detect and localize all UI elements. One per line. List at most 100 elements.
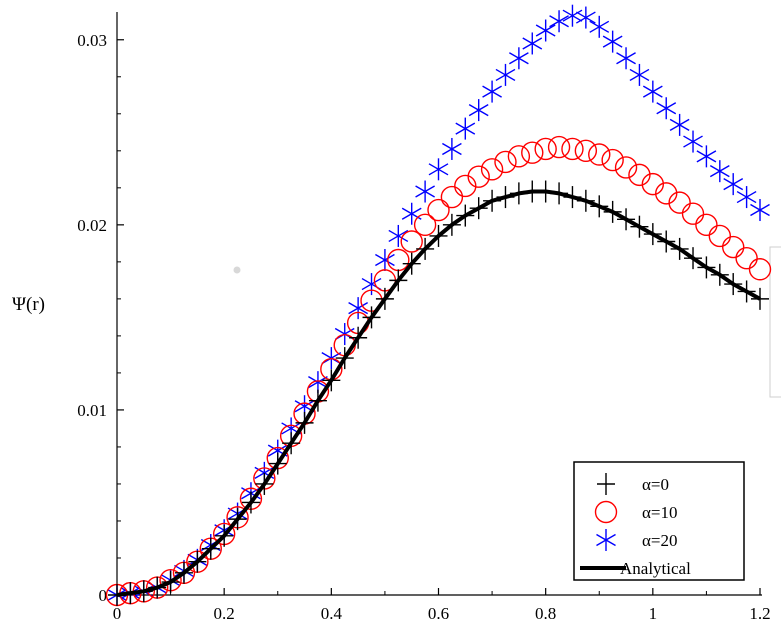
legend-item: α=10 xyxy=(594,500,678,524)
data-point xyxy=(427,198,450,222)
asterisk-arm xyxy=(629,74,640,82)
x-tick-label: 0.4 xyxy=(321,604,343,623)
data-point xyxy=(534,137,557,161)
asterisk-arm xyxy=(384,253,395,261)
asterisk-arm xyxy=(375,259,386,267)
asterisk-arm xyxy=(321,351,332,359)
data-point xyxy=(440,185,464,209)
data-point xyxy=(655,182,678,205)
asterisk-arm xyxy=(334,327,346,335)
data-point xyxy=(724,273,743,296)
asterisk-arm xyxy=(679,118,690,126)
asterisk-arm xyxy=(294,400,305,407)
asterisk-arm xyxy=(361,277,372,285)
background-dot xyxy=(233,266,241,274)
x-tick-label: 0 xyxy=(113,604,122,623)
asterisk-arm xyxy=(535,24,547,32)
asterisk-arm xyxy=(290,422,302,430)
data-point xyxy=(697,256,716,279)
asterisk-arm xyxy=(478,109,489,117)
asterisk-arm xyxy=(535,29,547,37)
asterisk-arm xyxy=(371,277,382,285)
data-point xyxy=(375,287,394,310)
asterisk-arm xyxy=(411,207,422,215)
data-point xyxy=(294,395,315,418)
asterisk-arm xyxy=(304,400,315,407)
asterisk-arm xyxy=(596,539,607,547)
asterisk-arm xyxy=(642,85,654,93)
asterisk-arm xyxy=(388,235,399,243)
asterisk-arm xyxy=(428,168,439,176)
asterisk-arm xyxy=(531,37,543,45)
asterisk-arm xyxy=(736,190,747,198)
x-tick-label: 0.2 xyxy=(214,604,235,623)
data-point xyxy=(496,186,515,209)
asterisk-arm xyxy=(160,574,171,581)
asterisk-arm xyxy=(531,42,543,50)
legend-label: α=10 xyxy=(642,503,678,522)
data-point xyxy=(482,80,502,103)
asterisk-arm xyxy=(107,588,118,596)
data-point xyxy=(483,189,502,212)
data-point xyxy=(684,247,703,270)
data-point xyxy=(735,246,758,270)
asterisk-arm xyxy=(736,196,747,204)
asterisk-arm xyxy=(605,533,616,541)
data-point xyxy=(255,472,274,495)
data-point xyxy=(683,130,703,153)
data-point xyxy=(295,411,314,434)
asterisk-arm xyxy=(241,492,252,500)
asterisk-arm xyxy=(438,168,449,176)
data-point xyxy=(628,163,651,187)
asterisk-arm xyxy=(522,37,533,45)
asterisk-arm xyxy=(598,20,610,28)
asterisk-arm xyxy=(214,524,225,531)
data-point xyxy=(629,63,650,86)
asterisk-arm xyxy=(679,124,690,132)
legend-box xyxy=(573,461,745,581)
data-point xyxy=(656,97,677,120)
data-point xyxy=(681,202,705,225)
legend-marker xyxy=(594,500,618,524)
asterisk-arm xyxy=(455,127,466,135)
asterisk-arm xyxy=(401,207,413,215)
data-point xyxy=(616,47,636,70)
data-point xyxy=(507,145,531,168)
asterisk-arm xyxy=(482,90,493,98)
asterisk-arm xyxy=(545,24,556,32)
asterisk-arm xyxy=(254,466,265,474)
x-tick-label: 1.2 xyxy=(749,604,770,623)
data-point xyxy=(469,197,488,220)
asterisk-arm xyxy=(361,283,372,291)
asterisk-arm xyxy=(478,103,489,111)
asterisk-arm xyxy=(455,122,466,130)
asterisk-arm xyxy=(589,20,600,28)
data-point xyxy=(574,139,598,163)
data-point xyxy=(602,30,623,53)
asterisk-arm xyxy=(589,26,600,33)
asterisk-arm xyxy=(415,185,426,193)
asterisk-arm xyxy=(491,85,502,93)
asterisk-arm xyxy=(696,150,707,157)
asterisk-arm xyxy=(639,68,650,76)
y-tick-label: 0.02 xyxy=(77,216,107,235)
data-point xyxy=(617,208,636,231)
asterisk-arm xyxy=(585,16,596,24)
legend-items: α=0 α=10 α=20 Analytical xyxy=(580,473,691,578)
asterisk-arm xyxy=(759,209,770,217)
asterisk-arm xyxy=(281,427,292,435)
asterisk-arm xyxy=(294,405,305,413)
data-point xyxy=(576,189,595,212)
data-point xyxy=(495,63,516,86)
asterisk-arm xyxy=(625,57,636,65)
asterisk-arm xyxy=(558,15,569,22)
data-point xyxy=(108,584,126,606)
asterisk-arm xyxy=(424,190,435,198)
asterisk-arm xyxy=(227,512,238,520)
asterisk-arm xyxy=(308,381,319,389)
data-point xyxy=(641,172,665,196)
data-point xyxy=(549,10,569,33)
asterisk-arm xyxy=(495,74,506,82)
data-point xyxy=(696,145,717,168)
data-point xyxy=(508,47,529,70)
